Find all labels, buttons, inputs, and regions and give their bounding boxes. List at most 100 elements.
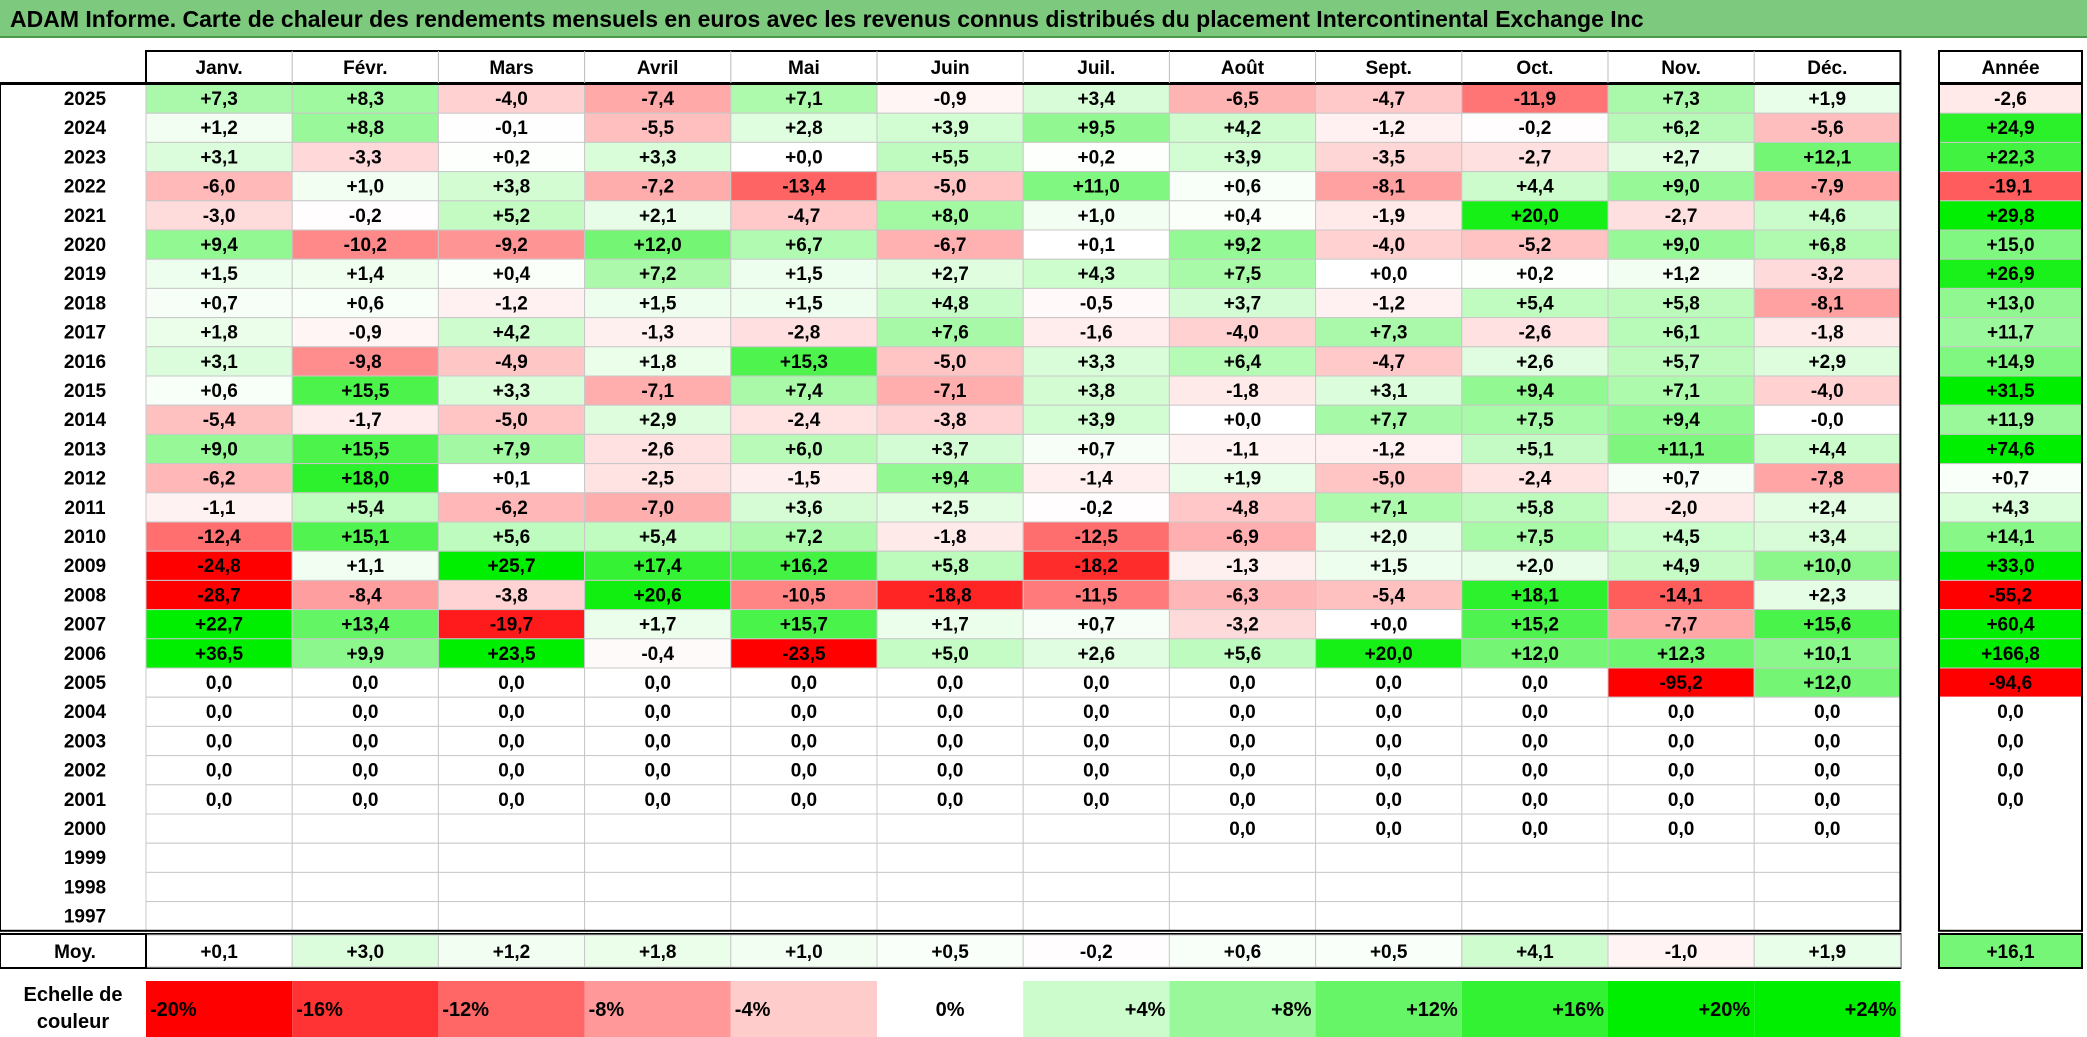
cell-value: +9,4 bbox=[200, 235, 238, 256]
year-label: 2012 bbox=[64, 469, 106, 490]
heatmap-cell bbox=[1607, 521, 1755, 552]
cell-value: 0,0 bbox=[791, 673, 817, 694]
year-total-border bbox=[1938, 83, 2083, 932]
cell-value: +7,4 bbox=[785, 381, 823, 402]
heatmap-cell bbox=[1607, 375, 1755, 406]
cell-value: +3,4 bbox=[1809, 527, 1847, 548]
year-total-value: +14,1 bbox=[1986, 527, 2035, 548]
month-header-12: Déc. bbox=[1807, 58, 1847, 79]
cell-value: 0,0 bbox=[1083, 761, 1109, 782]
heatmap-cell bbox=[1315, 609, 1463, 640]
heatmap-cell bbox=[730, 842, 878, 873]
cell-value: +1,4 bbox=[347, 264, 385, 285]
cell-value: +7,9 bbox=[493, 439, 531, 460]
cell-value: 0,0 bbox=[644, 673, 670, 694]
year-total-cell bbox=[1938, 229, 2083, 260]
heatmap-cell bbox=[1461, 609, 1609, 640]
cell-value: -95,2 bbox=[1659, 673, 1702, 694]
heatmap-cell bbox=[584, 901, 732, 932]
heatmap-cell bbox=[730, 638, 878, 669]
cell-value: +0,6 bbox=[1224, 177, 1262, 198]
cell-value: 0,0 bbox=[352, 731, 378, 752]
cell-value: +6,2 bbox=[1662, 118, 1700, 139]
heatmap-cell bbox=[291, 171, 439, 202]
cell-value: -5,4 bbox=[1372, 585, 1405, 606]
scale-label-line-1: Echelle de bbox=[24, 984, 123, 1006]
scale-swatch bbox=[584, 981, 731, 1037]
cell-value: +7,3 bbox=[200, 89, 238, 110]
cell-value: +4,2 bbox=[493, 323, 531, 344]
heatmap-cell bbox=[1607, 200, 1755, 231]
cell-value: +4,4 bbox=[1809, 439, 1847, 460]
heatmap-cell bbox=[730, 784, 878, 815]
cell-value: +0,4 bbox=[1224, 206, 1262, 227]
cell-value: -3,5 bbox=[1372, 147, 1405, 168]
heatmap-cell bbox=[1168, 492, 1317, 523]
cell-value: -7,1 bbox=[641, 381, 674, 402]
cell-value: +22,7 bbox=[195, 615, 243, 636]
cell-value: +5,5 bbox=[931, 147, 969, 168]
average-cell bbox=[584, 934, 732, 968]
cell-value: -0,5 bbox=[1080, 293, 1113, 314]
cell-value: -1,8 bbox=[934, 527, 967, 548]
cell-value: -6,2 bbox=[203, 469, 236, 490]
heatmap-cell bbox=[145, 463, 293, 494]
average-value: -1,0 bbox=[1665, 942, 1698, 963]
heatmap-cell bbox=[1753, 404, 1901, 435]
cell-value: +1,9 bbox=[1809, 89, 1847, 110]
cell-value: 0,0 bbox=[1814, 761, 1840, 782]
year-total-cell bbox=[1938, 842, 2083, 873]
cell-value: -1,1 bbox=[203, 498, 236, 519]
heatmap-cell bbox=[437, 200, 586, 231]
heatmap-cell bbox=[876, 433, 1024, 465]
cell-value: -4,7 bbox=[1372, 352, 1405, 373]
scale-swatch bbox=[730, 981, 877, 1037]
cell-value: 0,0 bbox=[206, 731, 232, 752]
cell-value: -2,6 bbox=[1519, 323, 1552, 344]
cell-value: -4,8 bbox=[1226, 498, 1259, 519]
heatmap-cell bbox=[1607, 83, 1755, 114]
cell-value: 0,0 bbox=[791, 761, 817, 782]
heatmap-cell bbox=[1022, 375, 1170, 406]
cell-value: 0,0 bbox=[352, 790, 378, 811]
cell-value: 0,0 bbox=[206, 790, 232, 811]
cell-value: +0,0 bbox=[1370, 615, 1408, 636]
heatmap-cell bbox=[876, 725, 1024, 757]
heatmap-cell bbox=[437, 550, 586, 581]
cell-value: 0,0 bbox=[352, 761, 378, 782]
cell-value: -8,1 bbox=[1811, 293, 1844, 314]
cell-value: +4,5 bbox=[1662, 527, 1700, 548]
average-value: -0,2 bbox=[1080, 942, 1113, 963]
heatmap-cell bbox=[1315, 755, 1463, 786]
cell-value: +0,0 bbox=[1224, 410, 1262, 431]
cell-value: +0,7 bbox=[200, 293, 238, 314]
cell-value: +17,4 bbox=[634, 556, 683, 577]
heatmap-cell bbox=[1168, 638, 1317, 669]
average-value: +0,5 bbox=[1370, 942, 1408, 963]
cell-value: 0,0 bbox=[937, 731, 963, 752]
heatmap-cell bbox=[1753, 784, 1901, 815]
cell-value: -23,5 bbox=[782, 644, 826, 665]
heatmap-cell bbox=[1461, 696, 1609, 727]
cell-value: 0,0 bbox=[1375, 819, 1401, 840]
heatmap-cell bbox=[291, 579, 439, 611]
month-header-2: Févr. bbox=[343, 58, 387, 79]
heatmap-cell bbox=[1315, 579, 1463, 611]
heatmap-cell bbox=[876, 83, 1024, 114]
cell-value: +4,9 bbox=[1662, 556, 1700, 577]
heatmap-cell bbox=[876, 521, 1024, 552]
cell-value: +15,7 bbox=[780, 615, 828, 636]
heatmap-cell bbox=[1168, 317, 1317, 348]
year-total-cell bbox=[1938, 83, 2083, 114]
heatmap-cell bbox=[145, 842, 293, 873]
average-cell bbox=[1315, 934, 1463, 968]
heatmap-cell bbox=[584, 813, 732, 844]
cell-value: +2,0 bbox=[1370, 527, 1408, 548]
cell-value: +0,2 bbox=[1078, 147, 1116, 168]
cell-value: +8,0 bbox=[931, 206, 969, 227]
month-header-1: Janv. bbox=[196, 58, 243, 79]
cell-value: +1,5 bbox=[200, 264, 238, 285]
cell-value: 0,0 bbox=[1814, 702, 1840, 723]
cell-value: -2,7 bbox=[1665, 206, 1698, 227]
cell-value: -7,9 bbox=[1811, 177, 1844, 198]
